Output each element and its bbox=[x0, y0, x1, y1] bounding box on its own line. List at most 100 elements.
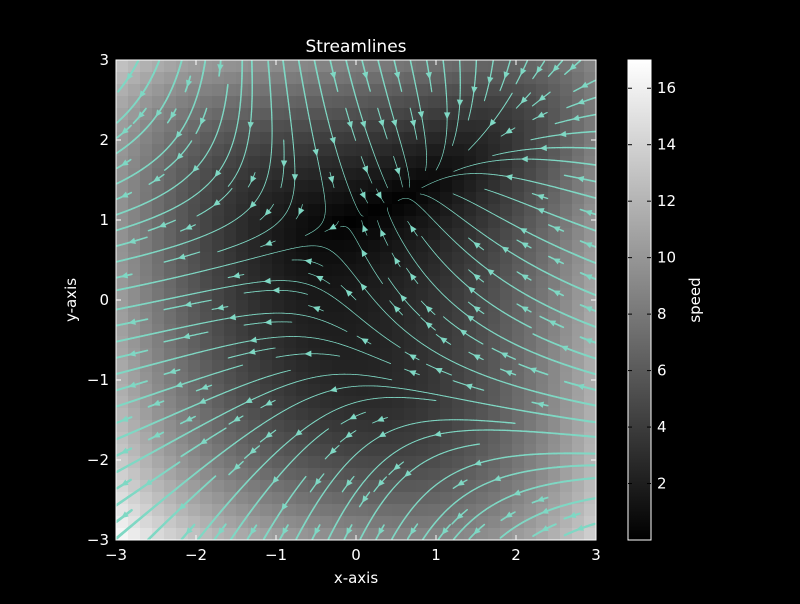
speed-cell bbox=[476, 120, 489, 133]
speed-cell bbox=[392, 96, 405, 109]
speed-cell bbox=[488, 372, 501, 385]
speed-cell bbox=[308, 192, 321, 205]
speed-cell bbox=[476, 372, 489, 385]
speed-cell bbox=[452, 144, 465, 157]
speed-cell bbox=[200, 336, 213, 349]
speed-cell bbox=[584, 432, 597, 445]
speed-cell bbox=[332, 492, 345, 505]
speed-cell bbox=[332, 324, 345, 337]
speed-cell bbox=[272, 300, 285, 313]
speed-cell bbox=[464, 348, 477, 361]
speed-cell bbox=[440, 216, 453, 229]
speed-cell bbox=[236, 132, 249, 145]
speed-cell bbox=[368, 240, 381, 253]
speed-cell bbox=[200, 408, 213, 421]
speed-cell bbox=[212, 276, 225, 289]
speed-cell bbox=[332, 84, 345, 97]
speed-cell bbox=[152, 228, 165, 241]
speed-cell bbox=[236, 420, 249, 433]
speed-cell bbox=[404, 420, 417, 433]
speed-cell bbox=[440, 72, 453, 85]
speed-cell bbox=[296, 504, 309, 517]
speed-cell bbox=[320, 228, 333, 241]
speed-cell bbox=[260, 132, 273, 145]
speed-cell bbox=[272, 456, 285, 469]
speed-cell bbox=[320, 360, 333, 373]
speed-cell bbox=[476, 144, 489, 157]
speed-cell bbox=[128, 180, 141, 193]
speed-cell bbox=[500, 60, 513, 73]
speed-cell bbox=[200, 84, 213, 97]
speed-cell bbox=[512, 240, 525, 253]
speed-cell bbox=[332, 360, 345, 373]
speed-cell bbox=[296, 336, 309, 349]
speed-cell bbox=[356, 300, 369, 313]
speed-cell bbox=[464, 60, 477, 73]
speed-cell bbox=[488, 504, 501, 517]
speed-cell bbox=[332, 204, 345, 217]
speed-cell bbox=[440, 468, 453, 481]
speed-cell bbox=[272, 348, 285, 361]
speed-cell bbox=[416, 252, 429, 265]
streamline-segment bbox=[565, 535, 566, 536]
speed-cell bbox=[128, 288, 141, 301]
speed-cell bbox=[428, 252, 441, 265]
speed-cell bbox=[584, 156, 597, 169]
speed-cell bbox=[548, 144, 561, 157]
speed-cell bbox=[476, 468, 489, 481]
speed-cell bbox=[464, 156, 477, 169]
speed-cell bbox=[344, 180, 357, 193]
speed-cell bbox=[368, 204, 381, 217]
speed-cell bbox=[428, 396, 441, 409]
speed-cell bbox=[272, 108, 285, 121]
speed-cell bbox=[452, 60, 465, 73]
speed-cell bbox=[284, 60, 297, 73]
speed-cell bbox=[440, 396, 453, 409]
speed-cell bbox=[488, 252, 501, 265]
speed-cell bbox=[368, 336, 381, 349]
speed-cell bbox=[392, 504, 405, 517]
speed-cell bbox=[560, 264, 573, 277]
speed-cell bbox=[560, 204, 573, 217]
speed-cell bbox=[248, 180, 261, 193]
speed-cell bbox=[320, 300, 333, 313]
speed-cell bbox=[272, 312, 285, 325]
speed-cell bbox=[500, 180, 513, 193]
speed-cell bbox=[320, 480, 333, 493]
speed-cell bbox=[512, 528, 525, 541]
speed-cell bbox=[212, 96, 225, 109]
speed-cell bbox=[500, 204, 513, 217]
speed-cell bbox=[296, 108, 309, 121]
speed-cell bbox=[380, 252, 393, 265]
speed-cell bbox=[428, 84, 441, 97]
speed-cell bbox=[212, 240, 225, 253]
speed-cell bbox=[332, 240, 345, 253]
speed-cell bbox=[368, 360, 381, 373]
speed-cell bbox=[476, 132, 489, 145]
speed-cell bbox=[248, 264, 261, 277]
speed-cell bbox=[536, 228, 549, 241]
speed-cell bbox=[272, 324, 285, 337]
speed-cell bbox=[428, 228, 441, 241]
speed-cell bbox=[320, 96, 333, 109]
speed-cell bbox=[164, 252, 177, 265]
speed-cell bbox=[344, 240, 357, 253]
speed-cell bbox=[380, 180, 393, 193]
speed-cell bbox=[500, 156, 513, 169]
speed-cell bbox=[260, 324, 273, 337]
speed-cell bbox=[428, 264, 441, 277]
speed-cell bbox=[284, 192, 297, 205]
speed-cell bbox=[152, 372, 165, 385]
speed-cell bbox=[272, 492, 285, 505]
speed-cell bbox=[332, 120, 345, 133]
streamline-segment bbox=[116, 406, 118, 407]
speed-cell bbox=[440, 276, 453, 289]
speed-cell bbox=[128, 528, 141, 541]
speed-cell bbox=[164, 132, 177, 145]
speed-cell bbox=[536, 180, 549, 193]
speed-cell bbox=[416, 132, 429, 145]
speed-cell bbox=[548, 276, 561, 289]
speed-cell bbox=[488, 360, 501, 373]
speed-cell bbox=[512, 456, 525, 469]
streamline-segment bbox=[533, 334, 534, 335]
